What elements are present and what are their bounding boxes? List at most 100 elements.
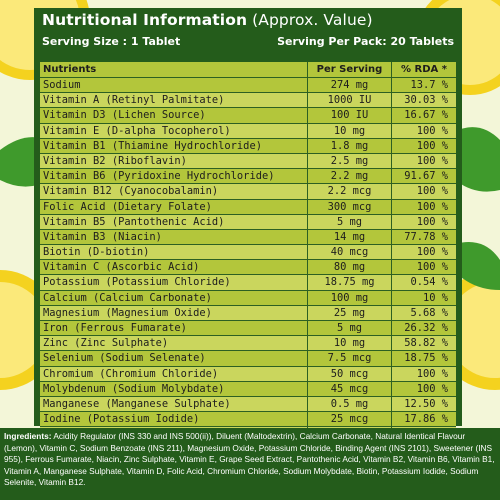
per-serving-value: 14 mg: [308, 229, 392, 245]
table-row: Manganese (Manganese Sulphate) 0.5 mg 12.5…: [40, 396, 456, 413]
column-header-per-serving: Per Serving: [308, 62, 392, 77]
rda-value: 16.67 %: [404, 109, 448, 122]
rda-value: 77.78 %: [404, 230, 448, 243]
per-serving-value: 10 mg: [308, 336, 392, 351]
nutrient-name: Vitamin B12 (Cyanocobalamin): [40, 184, 308, 199]
rda-value: 58.82 %: [404, 337, 448, 350]
table-row: Magnesium (Magnesium Oxide) 25 mg 5.68 %: [40, 305, 456, 321]
rda-value: 18.75 %: [404, 352, 448, 365]
table-row: Vitamin B2 (Riboflavin) 2.5 mg 100 %: [40, 153, 456, 170]
rda-value: 100 %: [416, 246, 448, 259]
nutrient-name: Manganese (Manganese Sulphate): [40, 396, 308, 412]
rda-value: 5.68 %: [410, 306, 448, 319]
table-row: Vitamin B6 (Pyridoxine Hydrochloride) 2.2…: [40, 169, 456, 185]
per-serving-value: 1.8 mg: [308, 138, 392, 153]
nutrient-name: Iron (Ferrous Fumarate): [40, 321, 308, 336]
serving-size: Serving Size : 1 Tablet: [42, 35, 181, 48]
table-row: Folic Acid (Dietary Folate) 300 mcg 100 %: [40, 199, 456, 215]
rda-value: 100 %: [416, 124, 448, 137]
table-row: Iodine (Potassium Iodide) 25 mcg 17.86 %: [40, 412, 456, 428]
rda-value: 100 %: [416, 185, 448, 198]
title-main: Nutritional Information: [42, 11, 248, 29]
table-row: Molybdenum (Sodium Molybdate) 45 mcg 100 %: [40, 381, 456, 397]
serving-per-pack: Serving Per Pack: 20 Tablets: [277, 35, 454, 48]
nutrient-name: Selenium (Sodium Selenate): [40, 351, 308, 366]
rda-value: 0.54 %: [410, 276, 448, 289]
per-serving-value: 45 mcg: [308, 381, 392, 396]
rda-value: 13.7 %: [410, 79, 448, 91]
table-row: Vitamin A (Retinyl Palmitate) 1000 IU 30.0…: [40, 93, 456, 109]
nutrient-name: Vitamin D3 (Lichen Source): [40, 108, 308, 123]
nutrient-name: Vitamin C (Ascorbic Acid): [40, 260, 308, 275]
nutrient-name: Vitamin A (Retinyl Palmitate): [40, 93, 308, 108]
rda-value: 100 %: [416, 154, 448, 167]
per-serving-value: 274 mg: [308, 78, 392, 93]
table-row: Vitamin C (Ascorbic Acid) 80 mg 100 %: [40, 260, 456, 276]
rda-value: 26.32 %: [404, 322, 448, 334]
per-serving-value: 5 mg: [308, 214, 392, 229]
per-serving-value: 80 mg: [308, 260, 392, 275]
rda-value: 100 %: [416, 200, 448, 213]
per-serving-value: 18.75 mg: [308, 275, 392, 290]
per-serving-value: 2.2 mg: [308, 169, 392, 184]
nutrient-name: Vitamin B5 (Pantothenic Acid): [40, 214, 308, 229]
rda-value: 17.86 %: [404, 413, 448, 426]
per-serving-value: 2.2 mcg: [308, 184, 392, 199]
nutrient-name: Chromium (Chromium Chloride): [40, 366, 308, 381]
per-serving-value: 100 mg: [308, 290, 392, 305]
rda-value: 100 %: [416, 261, 448, 274]
nutrient-name: Vitamin B3 (Niacin): [40, 229, 308, 245]
table-row: Iron (Ferrous Fumarate) 5 mg 26.32 %: [40, 321, 456, 337]
ingredients-section: Ingredients: Acidity Regulator (INS 330 …: [0, 428, 500, 500]
per-serving-value: 7.5 mcg: [308, 351, 392, 366]
table-header-row: Nutrients Per Serving % RDA *: [40, 62, 456, 78]
ingredients-label: Ingredients:: [4, 431, 52, 441]
nutrient-name: Calcium (Calcium Carbonate): [40, 290, 308, 305]
nutrient-name: Vitamin B2 (Riboflavin): [40, 153, 308, 169]
per-serving-value: 100 IU: [308, 108, 392, 123]
rda-value: 100 %: [416, 215, 448, 228]
nutrient-name: Vitamin B6 (Pyridoxine Hydrochloride): [40, 169, 308, 184]
table-row: Sodium 274 mg 13.7 %: [40, 78, 456, 94]
per-serving-value: 2.5 mg: [308, 153, 392, 169]
table-row: Vitamin B5 (Pantothenic Acid) 5 mg 100 %: [40, 214, 456, 230]
nutrient-name: Sodium: [40, 78, 308, 93]
nutrition-header: Nutritional Information (Approx. Value) …: [34, 8, 462, 56]
rda-value: 10 %: [422, 291, 448, 304]
rda-value: 100 %: [416, 367, 448, 380]
per-serving-value: 25 mg: [308, 305, 392, 320]
table-row: Zinc (Zinc Sulphate) 10 mg 58.82 %: [40, 336, 456, 352]
nutrient-name: Zinc (Zinc Sulphate): [40, 336, 308, 351]
table-row: Vitamin B12 (Cyanocobalamin) 2.2 mcg 100 %: [40, 184, 456, 200]
nutrient-name: Magnesium (Magnesium Oxide): [40, 305, 308, 320]
rda-value: 100 %: [416, 139, 448, 152]
table-row: Calcium (Calcium Carbonate) 100 mg 10 %: [40, 290, 456, 306]
ingredients-text: Acidity Regulator (INS 330 and INS 500(i…: [4, 431, 495, 488]
per-serving-value: 5 mg: [308, 321, 392, 336]
nutrient-name: Vitamin E (D-alpha Tocopherol): [40, 123, 308, 138]
rda-value: 91.67 %: [404, 170, 448, 183]
per-serving-value: 50 mcg: [308, 366, 392, 381]
nutrient-name: Molybdenum (Sodium Molybdate): [40, 381, 308, 396]
per-serving-value: 25 mcg: [308, 412, 392, 427]
table-row: Selenium (Sodium Selenate) 7.5 mcg 18.75 %: [40, 351, 456, 367]
nutrient-name: Iodine (Potassium Iodide): [40, 412, 308, 427]
table-row: Biotin (D-biotin) 40 mcg 100 %: [40, 245, 456, 261]
nutrient-name: Biotin (D-biotin): [40, 245, 308, 260]
table-row: Vitamin E (D-alpha Tocopherol) 10 mg 100 %: [40, 123, 456, 139]
page-title: Nutritional Information (Approx. Value): [42, 11, 373, 29]
rda-value: 100 %: [416, 382, 448, 395]
per-serving-value: 40 mcg: [308, 245, 392, 260]
nutrient-name: Folic Acid (Dietary Folate): [40, 199, 308, 214]
nutrient-name: Potassium (Potassium Chloride): [40, 275, 308, 290]
nutrition-panel: Nutritional Information (Approx. Value) …: [34, 8, 462, 443]
title-note: (Approx. Value): [252, 11, 373, 29]
table-row: Vitamin B3 (Niacin) 14 mg 77.78 %: [40, 229, 456, 246]
table-row: Potassium (Potassium Chloride) 18.75 mg 0.…: [40, 275, 456, 291]
column-header-rda: % RDA *: [401, 64, 447, 75]
table-row: Chromium (Chromium Chloride) 50 mcg 100 %: [40, 366, 456, 382]
nutrient-table: Nutrients Per Serving % RDA * Sodium 274 …: [40, 62, 456, 443]
per-serving-value: 300 mcg: [308, 199, 392, 214]
per-serving-value: 0.5 mg: [308, 396, 392, 412]
per-serving-value: 1000 IU: [308, 93, 392, 108]
